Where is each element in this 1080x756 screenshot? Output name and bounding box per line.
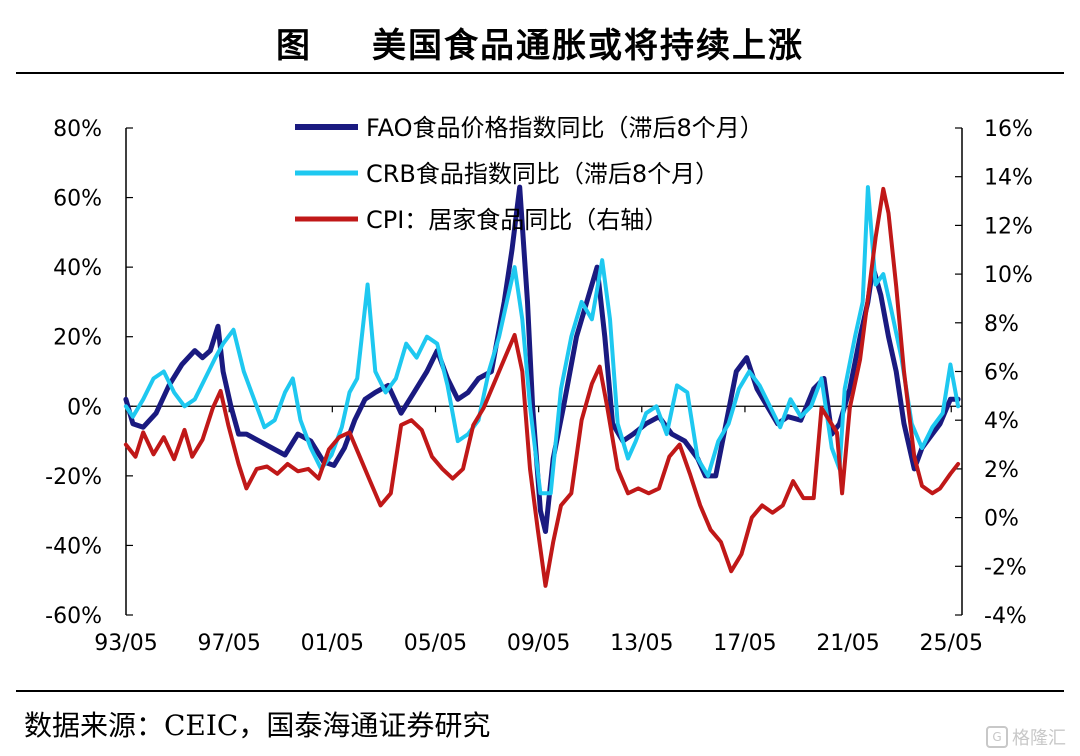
right-tick-label: 16% bbox=[984, 117, 1033, 142]
x-tick-label: 13/05 bbox=[610, 631, 673, 656]
series-line-3 bbox=[123, 186, 961, 588]
left-tick-label: 20% bbox=[53, 326, 102, 351]
right-tick-label: 4% bbox=[984, 409, 1019, 434]
legend-label: CPI：居家食品同比（右轴） bbox=[366, 206, 668, 234]
figure-label: 图 bbox=[276, 26, 312, 66]
legend-label: FAO食品价格指数同比（滞后8个月） bbox=[366, 114, 764, 142]
left-tick-label: -40% bbox=[45, 534, 102, 559]
x-tick-label: 01/05 bbox=[301, 631, 364, 656]
left-tick-label: 60% bbox=[53, 187, 102, 212]
x-tick-label: 25/05 bbox=[920, 631, 983, 656]
right-tick-label: -4% bbox=[984, 604, 1027, 629]
x-tick-label: 93/05 bbox=[94, 631, 157, 656]
x-tick-label: 05/05 bbox=[404, 631, 467, 656]
title-text: 美国食品通胀或将持续上涨 bbox=[372, 26, 804, 66]
right-tick-label: 2% bbox=[984, 458, 1019, 483]
right-tick-label: 14% bbox=[984, 166, 1033, 191]
left-tick-label: -20% bbox=[45, 465, 102, 490]
left-tick-label: 0% bbox=[67, 395, 102, 420]
watermark: G 格隆汇 bbox=[986, 724, 1066, 750]
left-tick-label: 80% bbox=[53, 117, 102, 142]
watermark-text: 格隆汇 bbox=[1012, 728, 1066, 749]
page-title: 图 美国食品通胀或将持续上涨 bbox=[0, 18, 1080, 67]
title-divider bbox=[16, 72, 1064, 74]
right-tick-label: 12% bbox=[984, 214, 1033, 239]
right-tick-label: 8% bbox=[984, 312, 1019, 337]
left-tick-label: -60% bbox=[45, 604, 102, 629]
line-chart: 80% 60% 40% 20% 0% -20% -40% -60% 16% 14% 12% 10% 8%… bbox=[45, 114, 1033, 656]
x-tick-label: 17/05 bbox=[713, 631, 776, 656]
series-line-2 bbox=[123, 185, 961, 496]
x-tick-label: 21/05 bbox=[816, 631, 879, 656]
watermark-logo-icon: G bbox=[986, 726, 1008, 748]
source-note: 数据来源：CEIC，国泰海通证券研究 bbox=[24, 709, 491, 742]
right-tick-label: 6% bbox=[984, 361, 1019, 386]
left-tick-label: 40% bbox=[53, 256, 102, 281]
right-tick-label: -2% bbox=[984, 555, 1027, 580]
x-tick-label: 09/05 bbox=[507, 631, 570, 656]
right-tick-label: 0% bbox=[984, 507, 1019, 532]
source-divider bbox=[16, 690, 1064, 692]
right-tick-label: 10% bbox=[984, 263, 1033, 288]
legend-label: CRB食品指数同比（滞后8个月） bbox=[366, 160, 719, 188]
x-tick-label: 97/05 bbox=[197, 631, 260, 656]
